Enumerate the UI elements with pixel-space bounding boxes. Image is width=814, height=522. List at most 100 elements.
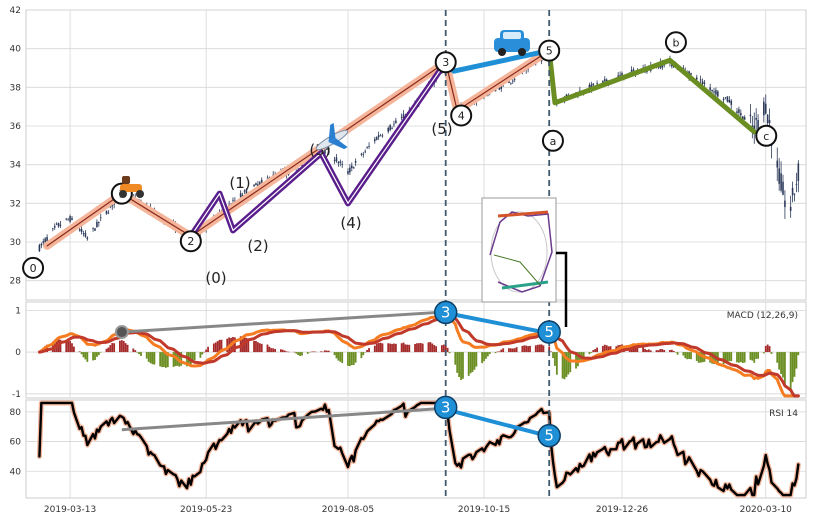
x-tick-label: 2019-08-05 (322, 505, 374, 515)
macd-histogram-bar (440, 345, 443, 353)
correction-wave (546, 48, 757, 135)
macd-histogram-bar (120, 340, 123, 353)
macd-histogram-bar (165, 352, 167, 368)
macd-histogram-bar (601, 345, 604, 353)
wave-label: 0 (30, 262, 37, 275)
macd-histogram-bar (529, 345, 531, 353)
candle-body (741, 116, 744, 120)
macd-histogram-bar (726, 352, 729, 363)
macd-histogram-bar (561, 352, 564, 379)
macd-histogram-bar (743, 352, 746, 363)
macd-histogram-bar (126, 344, 129, 353)
macd-histogram-bar (682, 352, 685, 356)
macd-histogram-bar (567, 352, 570, 375)
y-tick-label: 1 (15, 306, 21, 316)
macd-signal-line (37, 315, 800, 398)
macd-histogram-bar (71, 343, 73, 353)
macd-histogram-bar (393, 343, 395, 353)
candle-body (699, 79, 702, 81)
panel-frame (25, 301, 807, 399)
rsi-divergence-gray (121, 407, 436, 432)
macd-histogram-bar (308, 352, 311, 353)
macd-histogram-bar (458, 352, 461, 378)
wave-marker (541, 129, 564, 152)
macd-histogram-bar (82, 352, 85, 358)
candle-body (703, 82, 706, 85)
candle-body (42, 241, 45, 243)
macd-histogram-bar (337, 352, 340, 361)
macd-histogram-bar (646, 349, 648, 353)
macd-histogram-bar (270, 348, 273, 353)
macd-histogram-bar (297, 352, 300, 356)
candle-body (360, 153, 363, 155)
macd-histogram-bar (552, 352, 554, 359)
candle-body (391, 128, 393, 129)
candle-body (619, 74, 621, 76)
candle-body (82, 232, 85, 234)
candle-body (738, 109, 740, 113)
macd-histogram-bar (92, 352, 94, 361)
candle-body (86, 237, 89, 240)
macd-histogram-bar (659, 349, 662, 353)
macd-histogram-bar (431, 343, 434, 353)
wave-marker (22, 256, 45, 279)
rsi-panel (36, 400, 801, 498)
macd-histogram-bar (147, 352, 150, 362)
wave-marker (664, 31, 687, 54)
candle-body (52, 228, 54, 230)
macd-histogram-bar (417, 343, 420, 353)
macd-histogram-bar (381, 343, 384, 353)
macd-pivot-dot (114, 325, 129, 340)
macd-histogram-bar (84, 352, 87, 360)
candle-body (92, 227, 94, 229)
macd-histogram-bar (207, 346, 209, 353)
macd-histogram-bar (324, 350, 326, 353)
macd-histogram-bar (306, 352, 309, 354)
macd-histogram-bar (113, 343, 116, 353)
macd-histogram-bar (540, 344, 543, 353)
wave-label: 3 (442, 56, 449, 69)
macd-histogram-bar (442, 344, 445, 353)
sub-wave-center (190, 61, 447, 237)
wave-label: 5 (546, 45, 553, 58)
macd-histogram-bar (348, 352, 351, 367)
thumbnail-path (489, 211, 553, 293)
candle-body (784, 200, 786, 207)
candle-body (67, 219, 69, 221)
macd-histogram-bar (596, 347, 599, 353)
candle-body (253, 184, 255, 187)
price-panel (38, 46, 800, 253)
wheel (119, 190, 127, 198)
macd-histogram-bar (500, 349, 503, 353)
macd-histogram-bar (766, 344, 769, 353)
divergence-badge-label: 3 (441, 398, 451, 416)
y-tick-label: 30 (10, 238, 22, 248)
candle-body (400, 117, 403, 118)
wheel (518, 48, 526, 56)
candle-body (728, 99, 731, 103)
car-window (503, 32, 521, 39)
macd-histogram-bar (350, 352, 353, 366)
candle-body (354, 161, 357, 163)
macd-histogram-bar (751, 352, 754, 361)
macd-histogram-bar (312, 351, 315, 353)
macd-histogram-bar (138, 352, 140, 355)
divergence-badge-label: 5 (544, 323, 554, 341)
divergence-badge-label: 3 (441, 303, 451, 321)
macd-histogram-bar (749, 352, 752, 360)
candle-body (751, 125, 754, 127)
candle-body (339, 161, 342, 163)
candle-body (766, 114, 769, 124)
macd-histogram-bar (697, 352, 700, 363)
candle-body (602, 80, 604, 83)
candle-body (80, 228, 83, 232)
macd-histogram-bar (253, 340, 255, 353)
macd-histogram-bar (728, 352, 731, 362)
macd-histogram-bar (193, 352, 196, 361)
candle-body (71, 218, 73, 220)
y-tick-label: 40 (10, 467, 22, 477)
macd-histogram-bar (521, 346, 524, 353)
macd-histogram-bar (335, 352, 338, 359)
x-tick-label: 2019-05-23 (180, 505, 232, 515)
macd-histogram-bar (220, 339, 223, 353)
